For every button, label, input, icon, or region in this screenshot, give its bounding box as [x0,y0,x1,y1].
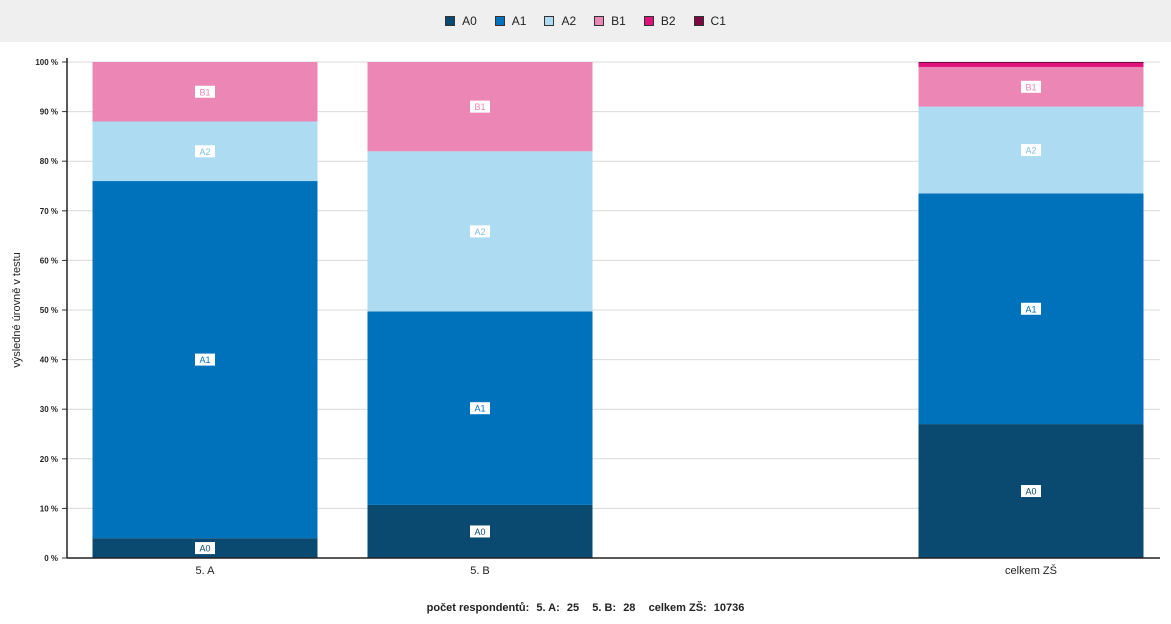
legend-item-c1: C1 [693,14,726,28]
legend-swatch [693,16,704,26]
legend-label: C1 [710,14,726,28]
legend-item-b1: B1 [594,14,626,28]
footer-item-5a-value: 25 [566,602,580,614]
data-label: A1 [199,355,210,365]
y-tick-label: 60 % [40,256,58,265]
legend-swatch [544,16,555,26]
legend-label: B2 [660,14,676,28]
legend-swatch [445,16,456,26]
legend-item-a0: A0 [445,14,477,28]
bar-segment-b2 [918,62,1144,67]
footer-item-total-value: 10736 [713,602,745,614]
y-tick-label: 40 % [40,356,58,365]
data-label-box [1021,144,1041,157]
y-axis-label: výsledné úrovně v testu [11,252,23,368]
footer-item-5b-label: 5. B: [592,602,617,614]
y-tick-label: 20 % [40,455,58,464]
data-label-box [195,85,215,98]
legend-item-a2: A2 [544,14,576,28]
data-label: A0 [474,527,485,537]
y-tick-label: 30 % [40,405,58,414]
y-tick-label: 50 % [40,306,58,315]
data-label-box [195,353,215,366]
footer-item-total-label: celkem ZŠ: [648,602,707,614]
data-label-box [470,525,490,538]
data-label: A2 [474,227,485,237]
legend-swatch [643,16,654,26]
data-label-box [470,225,490,238]
data-label: A0 [1025,487,1036,497]
legend-item-b2: B2 [643,14,676,28]
legend-label: A0 [462,14,477,28]
data-label: B1 [474,102,485,112]
x-tick-label: 5. A [196,565,216,577]
y-tick-label: 10 % [40,504,58,513]
data-label-box [1021,485,1041,498]
legend-swatch [594,16,605,26]
footer-item-5b-value: 28 [623,602,636,614]
chart-legend: A0 A1 A2 B1 B2 C1 [0,0,1171,42]
legend-label: B1 [611,14,626,28]
y-tick-label: 100 % [35,58,58,67]
legend-label: A1 [511,14,527,28]
legend-swatch [494,16,505,26]
y-tick-label: 80 % [40,157,58,166]
data-label-box [1021,302,1041,315]
stacked-bar-chart: 0 % 10 % 20 % 30 % 40 % 50 % 60 % 70 % 80 % 90 % 1… [11,58,1160,577]
data-label: A0 [199,544,210,554]
y-tick-label: 90 % [40,108,58,117]
data-label: B1 [199,87,210,97]
x-tick-label: 5. B [470,565,490,577]
data-label: B1 [1025,82,1036,92]
data-label: A1 [1025,304,1036,314]
footer-label: počet respondentů: [426,602,530,614]
legend-item-a1: A1 [494,14,527,28]
y-tick-label: 0 % [44,554,58,563]
data-label-box [470,402,490,415]
data-label: A2 [1025,146,1036,156]
data-label: A1 [474,404,485,414]
y-tick-label: 70 % [40,207,58,216]
data-label-box [195,145,215,158]
x-tick-label: celkem ZŠ [1005,564,1057,577]
footer-item-5a-label: 5. A: [536,602,560,614]
legend-label: A2 [561,14,577,28]
bar-segment-c1 [918,62,1144,63]
data-label-box [1021,80,1041,93]
data-label-box [195,542,215,555]
data-label-box [470,100,490,113]
data-label: A2 [199,147,210,157]
respondent-count-footer: počet respondentů: 5. A: 25 5. B: 28 cel… [0,602,1171,614]
